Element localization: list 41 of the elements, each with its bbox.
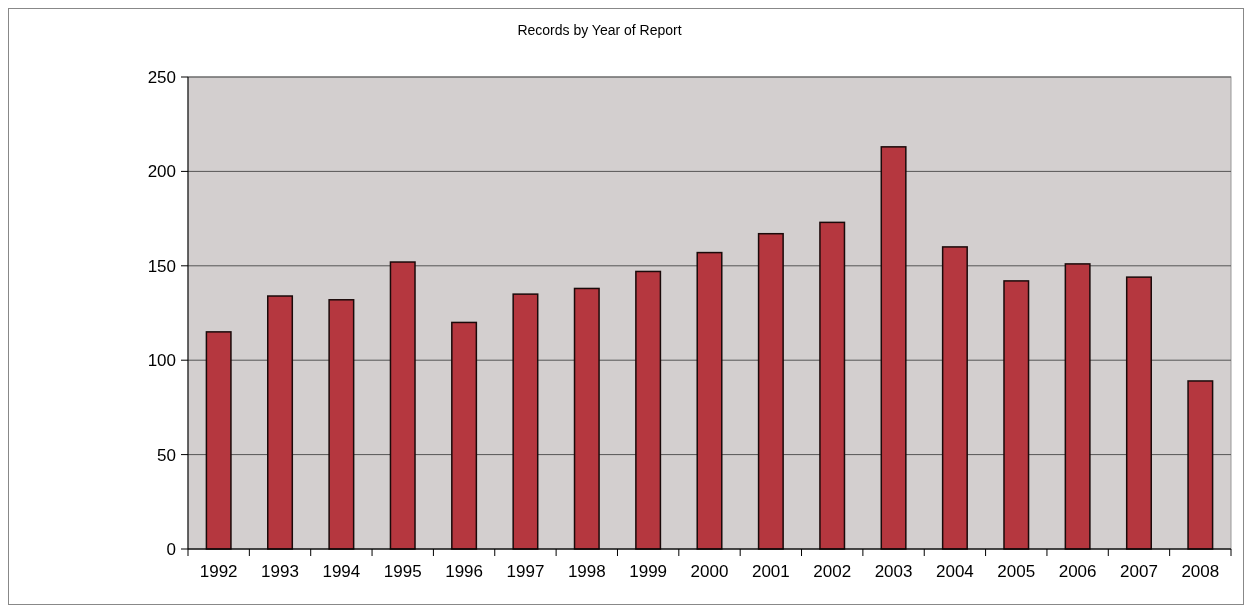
x-tick-label: 2003 (874, 562, 913, 581)
bar (1064, 263, 1091, 550)
chart-title: Records by Year of Report (517, 22, 682, 38)
y-tick-label: 50 (157, 445, 176, 465)
x-tick-label: 1992 (199, 562, 238, 581)
x-tick-label: 2004 (936, 562, 974, 581)
bar (328, 299, 355, 550)
y-tick-label: 150 (147, 256, 176, 276)
x-tick-label: 1995 (383, 562, 422, 581)
x-tick-label: 2006 (1058, 562, 1097, 581)
bar (941, 246, 968, 550)
x-tick-label: 1997 (506, 562, 545, 581)
x-tick-label: 1998 (567, 562, 606, 581)
bar (512, 293, 539, 550)
x-tick-label: 2007 (1120, 562, 1158, 581)
y-tick-label: 0 (166, 539, 176, 559)
y-tick-label: 250 (147, 67, 176, 87)
bar (573, 287, 600, 550)
bar (819, 221, 846, 550)
bar (757, 232, 784, 550)
y-tick-label: 100 (147, 351, 176, 371)
x-tick-label: 1996 (445, 562, 483, 581)
bar (205, 331, 232, 550)
x-tick-label: 2000 (690, 562, 729, 581)
bar (389, 261, 416, 550)
bar (880, 146, 907, 550)
bar (1125, 276, 1152, 550)
bar (451, 321, 478, 550)
x-tick-label: 2002 (813, 562, 852, 581)
bar (635, 270, 662, 550)
bar (696, 251, 723, 550)
x-tick-label: 1999 (629, 562, 668, 581)
x-tick-label: 1994 (322, 562, 361, 581)
x-tick-label: 1993 (261, 562, 299, 581)
x-tick-label: 2001 (751, 562, 790, 581)
bar (1003, 280, 1030, 550)
bar (267, 295, 294, 550)
x-tick-label: 2005 (997, 562, 1036, 581)
y-tick-label: 200 (147, 162, 176, 182)
x-tick-label: 2008 (1181, 562, 1220, 581)
bar (1187, 380, 1214, 550)
